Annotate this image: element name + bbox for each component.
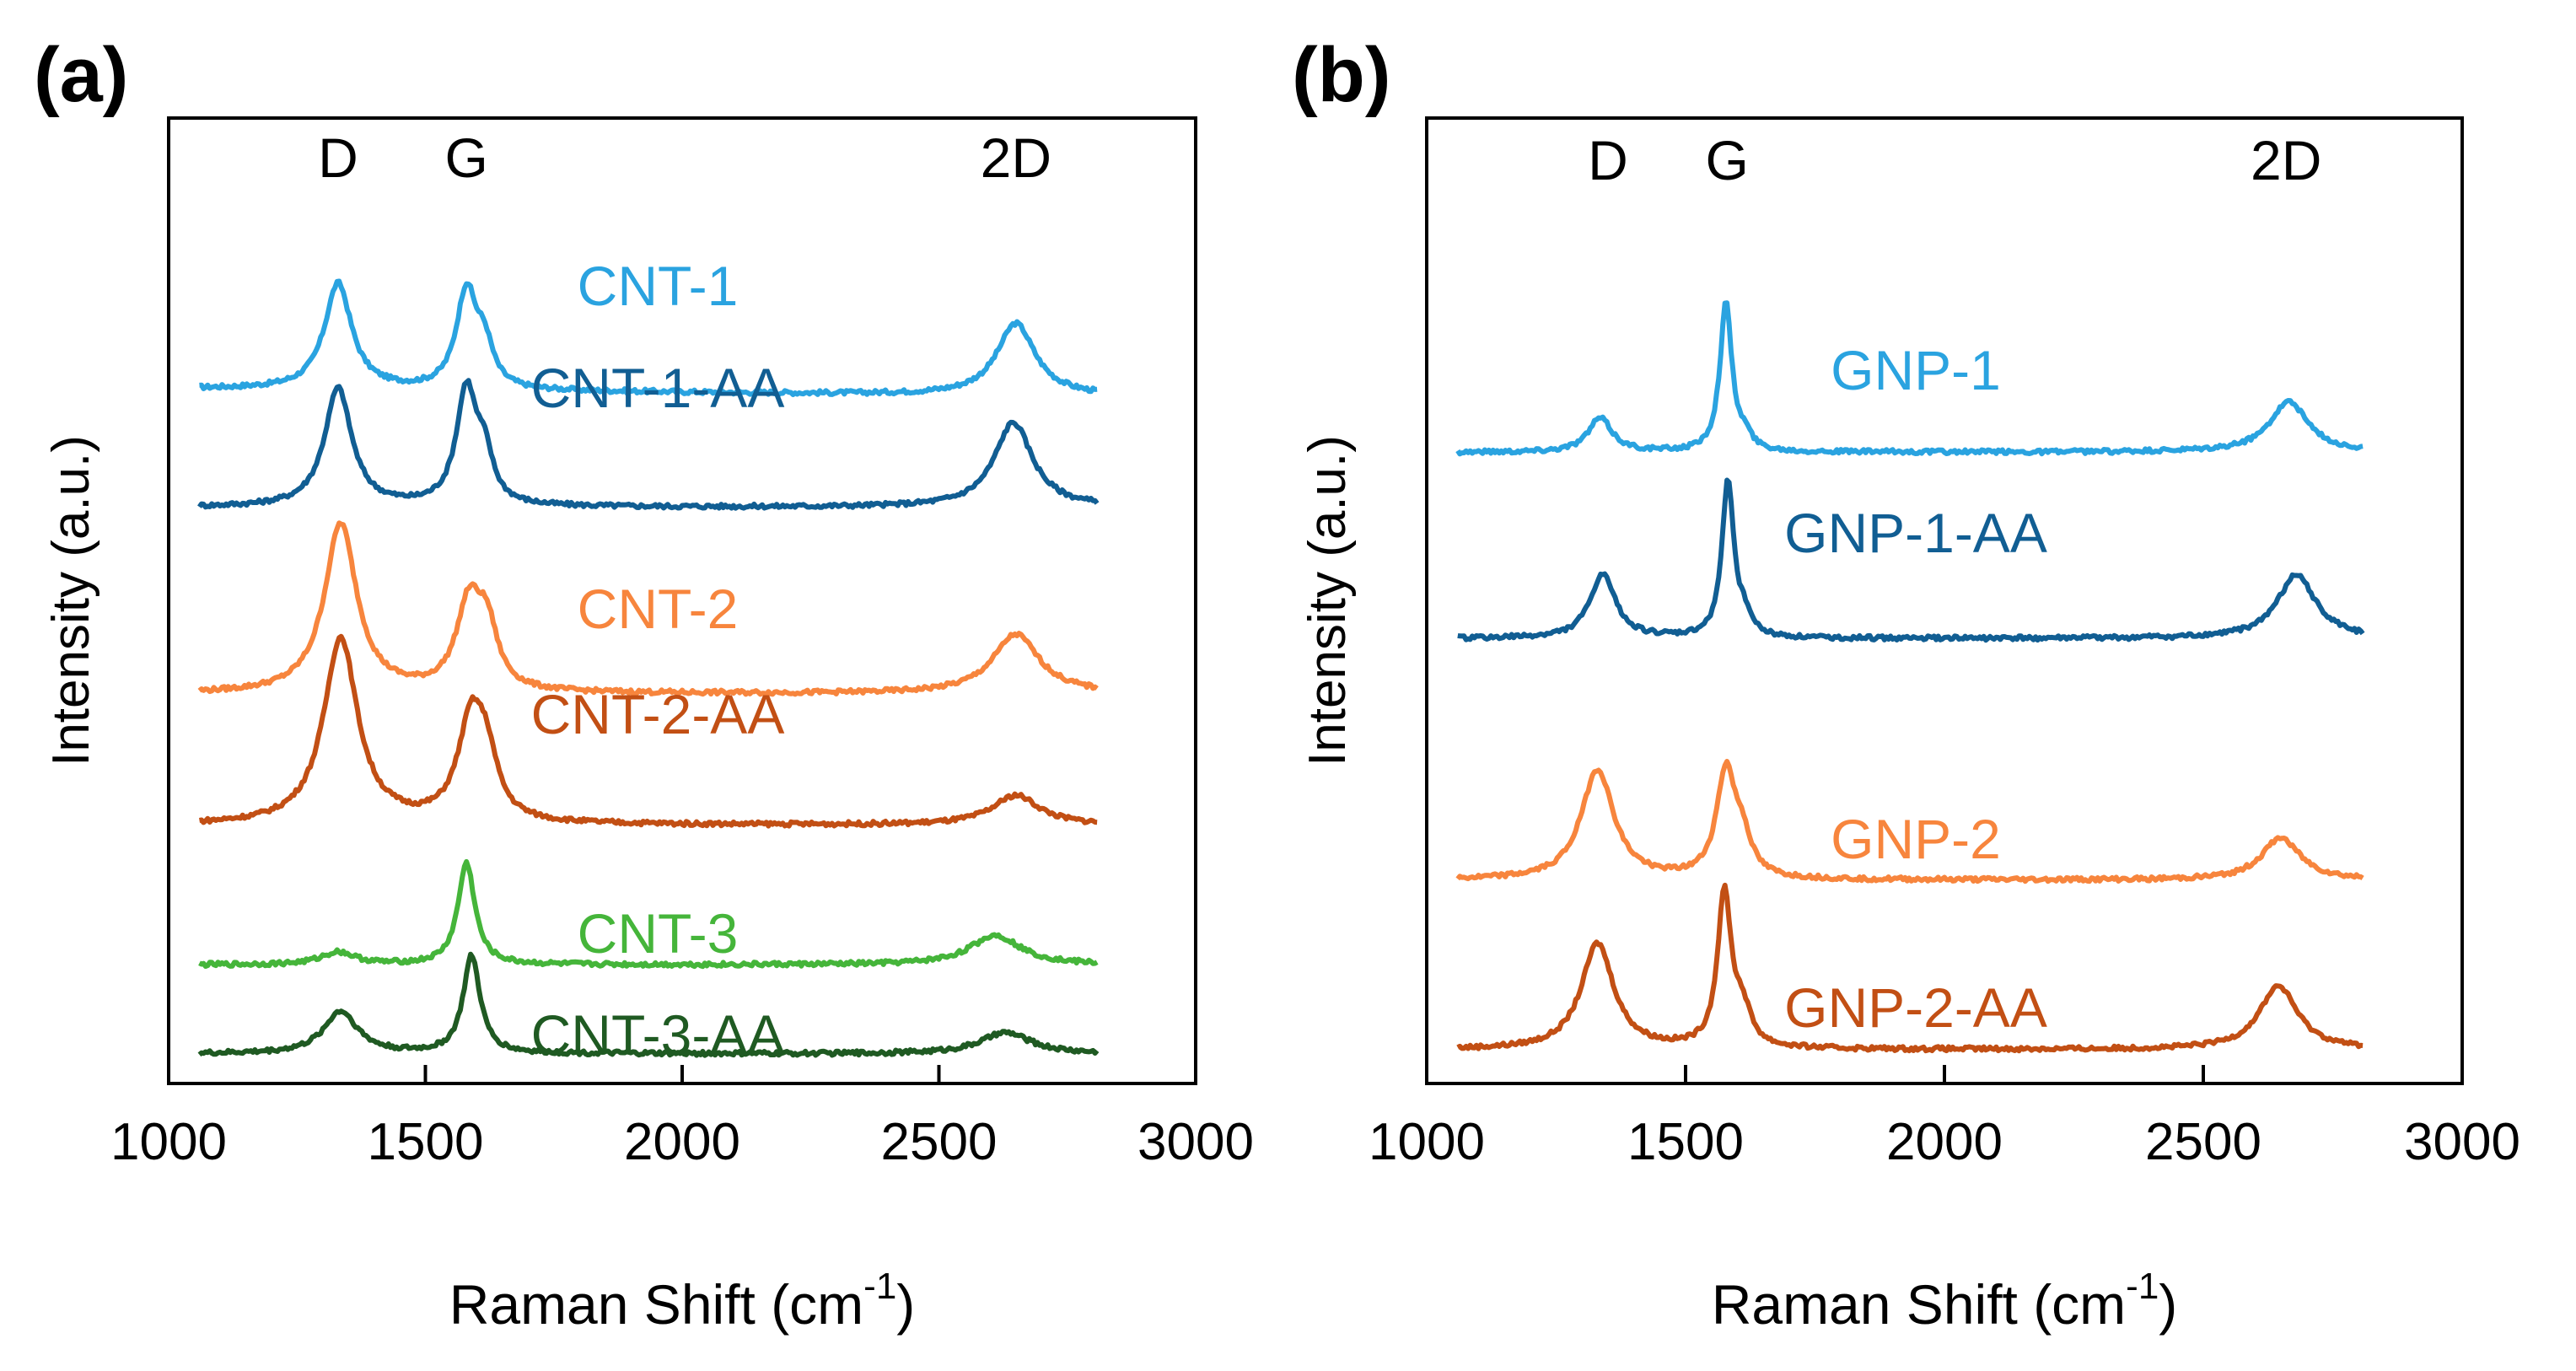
x-tick-label: 1500 bbox=[1627, 1113, 1744, 1171]
series-label-gnp-2-aa: GNP-2-AA bbox=[1784, 976, 2047, 1039]
series-label-cnt-1: CNT-1 bbox=[578, 255, 739, 317]
series-line-gnp-1-aa bbox=[1457, 477, 2365, 643]
series-line-cnt-3-aa bbox=[197, 951, 1100, 1058]
peak-label-g: G bbox=[1705, 129, 1748, 191]
series-label-cnt-3-aa: CNT-3-AA bbox=[531, 1003, 785, 1066]
series-line-cnt-2-aa bbox=[199, 633, 1098, 829]
x-tick-label: 1000 bbox=[1369, 1113, 1485, 1171]
x-tick-label: 3000 bbox=[1137, 1113, 1254, 1171]
series-label-cnt-2: CNT-2 bbox=[578, 578, 739, 640]
series-label-gnp-2: GNP-2 bbox=[1831, 808, 2001, 870]
peak-label-g: G bbox=[445, 126, 488, 189]
series-line-cnt-1 bbox=[199, 278, 1098, 397]
y-axis-label: Intensity (a.u.) bbox=[42, 435, 100, 766]
series-line-cnt-2 bbox=[197, 520, 1099, 697]
series-label-cnt-1-aa: CNT-1-AA bbox=[531, 357, 785, 419]
x-tick-label: 2000 bbox=[624, 1113, 740, 1171]
x-axis-label: Raman Shift (cm-1) bbox=[1712, 1266, 2178, 1336]
peak-label-d: D bbox=[318, 126, 358, 189]
x-tick-label: 2000 bbox=[1886, 1113, 2003, 1171]
x-tick-label: 1000 bbox=[110, 1113, 227, 1171]
peak-label-2d: 2D bbox=[981, 126, 1051, 189]
x-tick-label: 2500 bbox=[2145, 1113, 2261, 1171]
peak-label-2d: 2D bbox=[2251, 129, 2321, 191]
series-label-gnp-1: GNP-1 bbox=[1831, 339, 2001, 401]
series-line-gnp-2 bbox=[1455, 759, 2364, 884]
x-tick-label: 2500 bbox=[881, 1113, 998, 1171]
peak-label-d: D bbox=[1588, 129, 1628, 191]
series-label-gnp-1-aa: GNP-1-AA bbox=[1784, 502, 2047, 564]
panel-label: (b) bbox=[1292, 32, 1390, 118]
panel-label: (a) bbox=[34, 32, 128, 118]
series-line-cnt-1-aa bbox=[197, 378, 1100, 511]
series-line-gnp-1 bbox=[1455, 300, 2364, 457]
series-label-cnt-2-aa: CNT-2-AA bbox=[531, 683, 785, 745]
x-axis-label: Raman Shift (cm-1) bbox=[449, 1266, 916, 1336]
series-label-cnt-3: CNT-3 bbox=[578, 902, 739, 965]
series-line-cnt-3 bbox=[198, 858, 1099, 970]
y-axis-label: Intensity (a.u.) bbox=[1299, 435, 1357, 766]
x-tick-label: 3000 bbox=[2404, 1113, 2520, 1171]
x-tick-label: 1500 bbox=[368, 1113, 484, 1171]
chart-panel-a: 1000 1500 2000 2500 3000 Raman Shift (cm-1) In… bbox=[34, 32, 1254, 1336]
series-line-gnp-2-aa bbox=[1456, 882, 2364, 1054]
chart-panel-b: 1000 1500 2000 2500 3000 Raman Shift (cm-1) In… bbox=[1292, 32, 2520, 1336]
